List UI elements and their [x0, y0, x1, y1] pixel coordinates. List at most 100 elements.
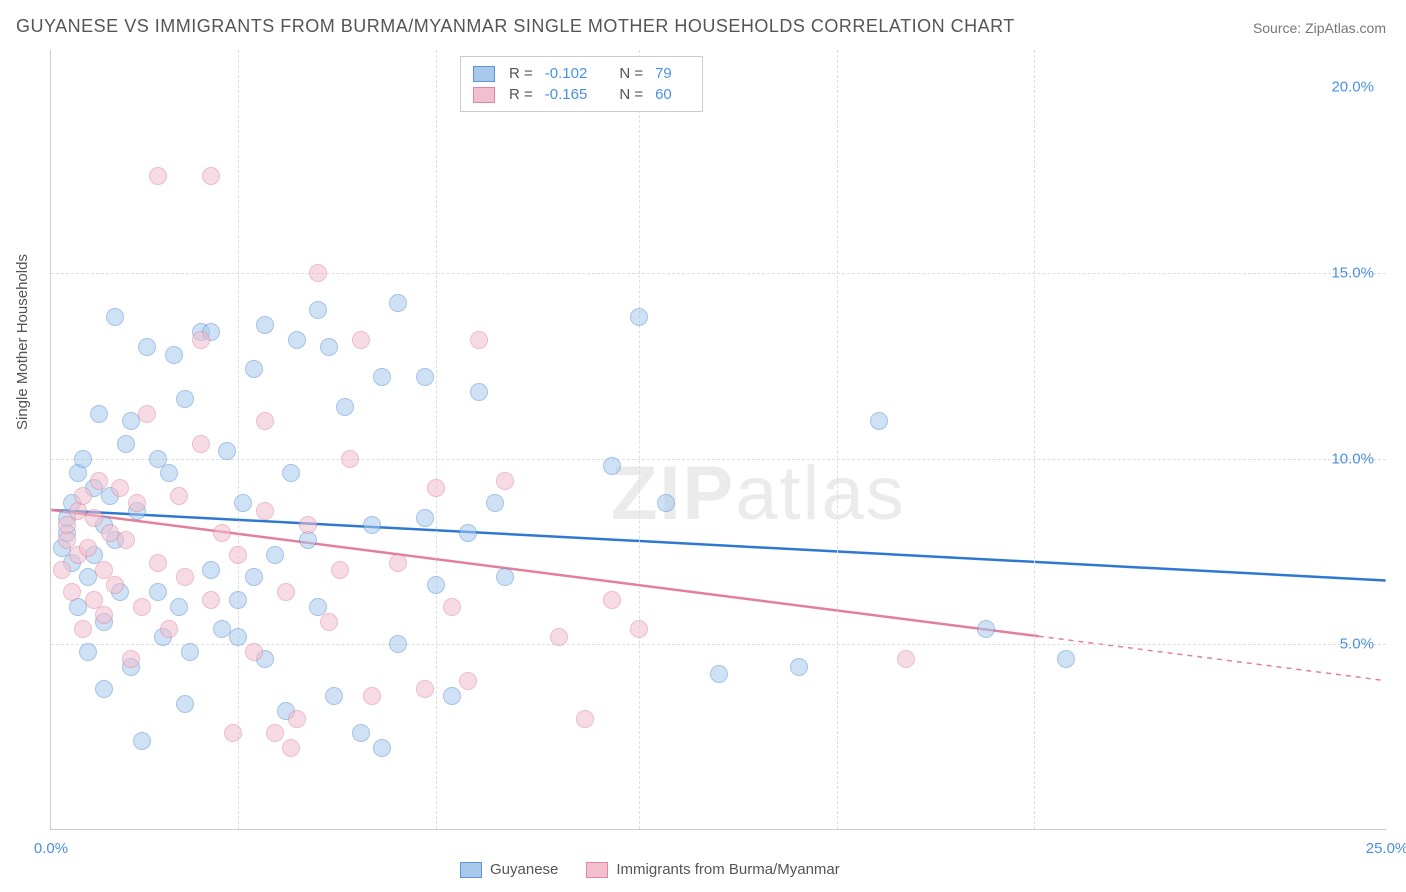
scatter-point: [363, 687, 381, 705]
scatter-point: [122, 650, 140, 668]
x-tick-label: 25.0%: [1366, 840, 1406, 857]
scatter-point: [266, 724, 284, 742]
y-tick-label: 15.0%: [1331, 264, 1374, 281]
scatter-point: [63, 583, 81, 601]
scatter-point: [309, 264, 327, 282]
scatter-point: [389, 554, 407, 572]
scatter-point: [90, 405, 108, 423]
y-tick-label: 5.0%: [1340, 636, 1374, 653]
scatter-point: [160, 620, 178, 638]
grid-line-v: [238, 50, 239, 829]
series-1-r-value: -0.102: [545, 65, 588, 82]
grid-line-h: [51, 459, 1386, 460]
grid-line-v: [1034, 50, 1035, 829]
scatter-point: [277, 583, 295, 601]
scatter-point: [352, 331, 370, 349]
scatter-point: [202, 167, 220, 185]
plot-area: ZIPatlas 5.0%10.0%15.0%20.0%0.0%25.0%: [50, 50, 1386, 830]
scatter-point: [117, 435, 135, 453]
scatter-point: [331, 561, 349, 579]
y-tick-label: 20.0%: [1331, 79, 1374, 96]
r-label: R =: [509, 65, 533, 82]
scatter-point: [657, 494, 675, 512]
scatter-point: [149, 167, 167, 185]
scatter-point: [977, 620, 995, 638]
scatter-point: [288, 331, 306, 349]
scatter-point: [790, 658, 808, 676]
n-label: N =: [619, 86, 643, 103]
scatter-point: [352, 724, 370, 742]
trend-lines-layer: [51, 50, 1386, 829]
correlation-chart: GUYANESE VS IMMIGRANTS FROM BURMA/MYANMA…: [0, 0, 1406, 892]
scatter-point: [443, 687, 461, 705]
scatter-point: [389, 635, 407, 653]
scatter-point: [245, 643, 263, 661]
scatter-point: [282, 739, 300, 757]
series-1-swatch: [473, 66, 495, 82]
scatter-point: [256, 502, 274, 520]
series-2-swatch: [473, 87, 495, 103]
scatter-point: [309, 301, 327, 319]
scatter-point: [176, 390, 194, 408]
scatter-point: [229, 628, 247, 646]
scatter-point: [106, 576, 124, 594]
scatter-point: [245, 568, 263, 586]
scatter-point: [363, 516, 381, 534]
scatter-point: [320, 338, 338, 356]
scatter-point: [74, 450, 92, 468]
scatter-point: [496, 568, 514, 586]
scatter-point: [373, 739, 391, 757]
scatter-point: [106, 308, 124, 326]
scatter-point: [234, 494, 252, 512]
series-2-swatch: [586, 862, 608, 878]
grid-line-h: [51, 273, 1386, 274]
scatter-point: [74, 620, 92, 638]
scatter-point: [111, 479, 129, 497]
scatter-point: [95, 606, 113, 624]
grid-line-v: [837, 50, 838, 829]
scatter-point: [176, 695, 194, 713]
y-tick-label: 10.0%: [1331, 450, 1374, 467]
legend-stats-row-1: R = -0.102 N = 79: [473, 63, 690, 84]
legend-item-1: Guyanese: [460, 861, 558, 878]
scatter-point: [470, 331, 488, 349]
scatter-point: [416, 509, 434, 527]
legend-series: Guyanese Immigrants from Burma/Myanmar: [460, 861, 840, 878]
legend-stats-row-2: R = -0.165 N = 60: [473, 84, 690, 105]
scatter-point: [133, 732, 151, 750]
scatter-point: [181, 643, 199, 661]
scatter-point: [320, 613, 338, 631]
scatter-point: [229, 591, 247, 609]
scatter-point: [1057, 650, 1075, 668]
scatter-point: [202, 591, 220, 609]
watermark: ZIPatlas: [611, 450, 906, 537]
scatter-point: [138, 405, 156, 423]
scatter-point: [192, 435, 210, 453]
scatter-point: [427, 576, 445, 594]
series-1-swatch: [460, 862, 482, 878]
scatter-point: [459, 672, 477, 690]
scatter-point: [416, 680, 434, 698]
series-1-n-value: 79: [655, 65, 672, 82]
watermark-light: atlas: [735, 451, 906, 536]
scatter-point: [336, 398, 354, 416]
scatter-point: [138, 338, 156, 356]
scatter-point: [603, 457, 621, 475]
scatter-point: [299, 516, 317, 534]
x-tick-label: 0.0%: [34, 840, 68, 857]
scatter-point: [710, 665, 728, 683]
scatter-point: [550, 628, 568, 646]
scatter-point: [58, 516, 76, 534]
scatter-point: [897, 650, 915, 668]
scatter-point: [85, 509, 103, 527]
scatter-point: [245, 360, 263, 378]
scatter-point: [496, 472, 514, 490]
scatter-point: [170, 598, 188, 616]
scatter-point: [416, 368, 434, 386]
r-label: R =: [509, 86, 533, 103]
scatter-point: [213, 524, 231, 542]
scatter-point: [149, 554, 167, 572]
scatter-point: [160, 464, 178, 482]
scatter-point: [470, 383, 488, 401]
chart-title: GUYANESE VS IMMIGRANTS FROM BURMA/MYANMA…: [16, 16, 1015, 37]
